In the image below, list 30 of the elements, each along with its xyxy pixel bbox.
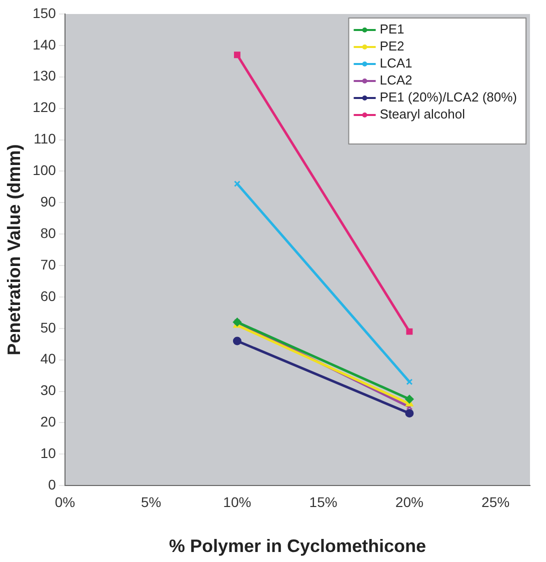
y-tick-label: 50 <box>40 319 56 336</box>
y-tick-label: 140 <box>32 36 56 52</box>
y-tick-label: 80 <box>40 224 56 241</box>
y-axis-title: Penetration Value (dmm) <box>4 144 24 356</box>
legend-label: PE2 <box>380 38 404 54</box>
y-tick-label: 40 <box>40 350 56 367</box>
y-tick-label: 10 <box>40 445 56 462</box>
legend-label: LCA1 <box>380 56 412 71</box>
x-tick-label: 15% <box>309 494 338 510</box>
y-tick-label: 110 <box>34 130 56 147</box>
legend-label: LCA2 <box>380 72 412 88</box>
y-tick-label: 60 <box>40 288 56 304</box>
y-tick-label: 150 <box>32 4 56 21</box>
y-tick-label: 120 <box>32 99 56 116</box>
x-tick-label: 25% <box>482 494 510 510</box>
x-tick-label: 20% <box>395 494 424 510</box>
x-axis-title: % Polymer in Cyclomethicone <box>168 536 426 556</box>
y-tick-label: 0 <box>48 476 56 492</box>
x-tick-label: 0% <box>54 494 76 510</box>
y-tick-label: 30 <box>40 382 56 398</box>
legend-label: PE1 <box>380 22 404 37</box>
legend-label: PE1 (20%)/LCA2 (80%) <box>380 90 517 105</box>
x-tick-label: 5% <box>140 494 162 510</box>
y-tick-label: 130 <box>32 68 56 84</box>
y-tick-label: 70 <box>40 256 56 272</box>
y-tick-label: 90 <box>40 194 56 210</box>
y-tick-label: 20 <box>40 414 56 430</box>
y-tick-label: 100 <box>32 162 56 178</box>
x-tick-label: 10% <box>223 494 252 510</box>
legend-label: Stearyl alcohol <box>380 106 466 122</box>
